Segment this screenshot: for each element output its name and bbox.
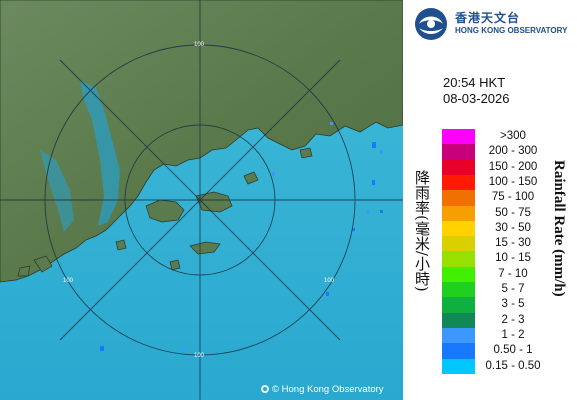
legend-swatch [442,190,475,206]
rain-echoes [100,122,383,352]
legend-label: 5 - 7 [501,283,525,295]
legend-panel: 香港天文台 HONG KONG OBSERVATORY 20:54 HKT 08… [403,0,577,400]
island [243,171,259,185]
radar-map-canvas: 100 100 100 100 [0,0,403,400]
observation-date: 08-03-2026 [443,91,510,106]
estuary-channel-west [40,150,74,232]
legend-swatch [442,282,475,298]
legend-label: 150 - 200 [488,160,538,173]
legend-label: 0.50 - 1 [493,344,533,357]
mainland-area [0,0,403,283]
legend-swatch [442,266,475,283]
legend-swatch [442,297,475,314]
legend-label: 10 - 15 [495,252,531,265]
legend-swatch [442,327,475,344]
radar-map[interactable]: 100 100 100 100 © Hong Kong Observatory [0,0,403,400]
legend-swatch [442,129,475,145]
island [115,239,127,251]
hong-kong-island [195,191,233,213]
legend-label: 2 - 3 [501,313,525,326]
island [33,255,53,273]
legend-swatch [442,174,475,191]
estuary-channel [80,80,120,226]
legend-title-english: Rainfall Rate (mm/h) [551,160,567,297]
island [169,259,181,271]
legend-label: 30 - 50 [495,221,531,234]
legend-label: 75 - 100 [491,191,535,204]
legend-label: 50 - 75 [495,206,531,219]
hko-logo: 香港天文台 HONG KONG OBSERVATORY [413,6,573,42]
legend-swatch [442,358,475,375]
hko-logo-icon [415,8,447,40]
legend-swatch [442,220,475,237]
legend-swatch [442,251,475,268]
legend-label: 3 - 5 [501,298,525,311]
legend-label: 200 - 300 [488,145,538,158]
legend-swatch [442,205,475,222]
logo-name-english: HONG KONG OBSERVATORY [455,26,568,35]
copyright-text: © Hong Kong Observatory [272,384,384,395]
island [17,265,31,277]
range-label-north: 100 [194,42,205,48]
legend-label: 1 - 2 [501,328,525,341]
copyright-logo-icon [261,385,269,393]
legend-swatch [442,144,475,161]
range-label-south: 100 [194,353,205,359]
range-label-east: 100 [324,278,335,284]
legend-label: 100 - 150 [488,175,538,188]
legend-swatch [442,312,475,329]
island [299,147,313,159]
logo-name-chinese: 香港天文台 [455,11,521,25]
legend-title-chinese: 降雨率(毫米/小時) [413,170,431,292]
legend-label: >300 [500,130,526,142]
legend-swatch [442,236,475,252]
legend-swatch [442,159,475,176]
legend-label: 7 - 10 [498,267,528,280]
island [189,241,221,255]
legend-swatch [442,343,475,359]
legend-label: 0.15 - 0.50 [485,359,541,372]
observation-time: 20:54 HKT [443,75,506,90]
range-rings [0,0,403,400]
range-label-west: 100 [63,278,74,284]
legend-label: 15 - 30 [495,237,531,250]
